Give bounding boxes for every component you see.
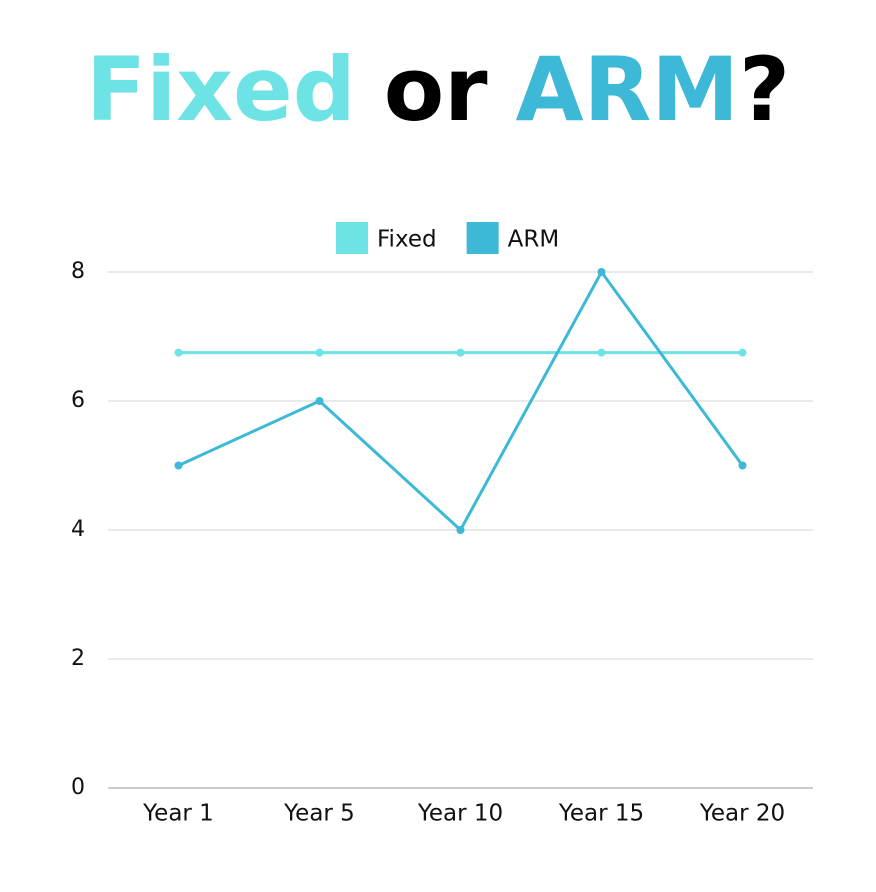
x-tick-label: Year 1 — [142, 801, 214, 827]
y-tick-label: 2 — [71, 646, 85, 671]
data-point — [174, 461, 183, 470]
data-point — [738, 461, 747, 470]
title-part: ? — [739, 38, 790, 141]
y-tick-label: 4 — [71, 517, 85, 542]
x-tick-label: Year 15 — [558, 801, 644, 827]
data-point — [597, 268, 606, 276]
title-part: Fixed — [86, 38, 356, 141]
y-tick-label: 6 — [71, 388, 85, 413]
y-tick-label: 0 — [71, 775, 85, 800]
x-tick-label: Year 10 — [417, 801, 503, 827]
legend-label: ARM — [508, 227, 560, 253]
data-point — [456, 526, 465, 534]
data-point — [315, 397, 324, 405]
x-tick-label: Year 20 — [699, 801, 785, 827]
title-part: ARM — [516, 38, 739, 141]
legend-swatch — [336, 222, 368, 254]
data-point — [315, 348, 324, 357]
x-tick-label: Year 5 — [283, 801, 355, 827]
data-point — [738, 348, 747, 357]
y-tick-label: 8 — [71, 259, 85, 284]
chart-title: Fixed or ARM? — [86, 38, 790, 141]
legend-label: Fixed — [377, 227, 437, 253]
title-part: or — [384, 38, 488, 141]
data-point — [597, 348, 606, 357]
data-point — [174, 348, 183, 357]
legend-swatch — [466, 222, 499, 254]
data-point — [456, 348, 465, 357]
